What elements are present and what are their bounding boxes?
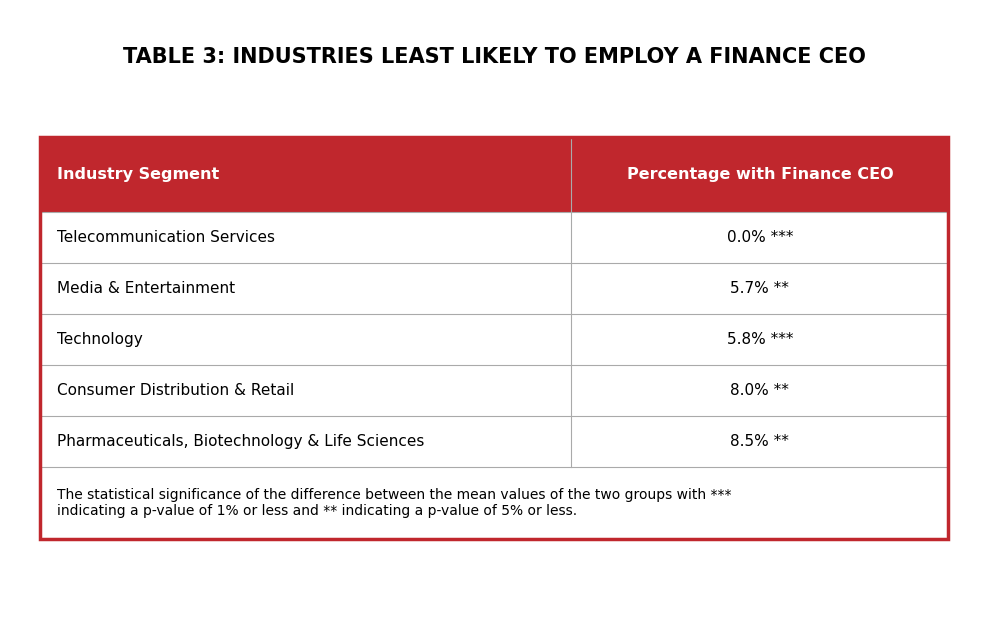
- Text: Industry Segment: Industry Segment: [57, 167, 219, 182]
- Text: Media & Entertainment: Media & Entertainment: [57, 281, 235, 296]
- Text: Technology: Technology: [57, 332, 143, 347]
- Text: The statistical significance of the difference between the mean values of the tw: The statistical significance of the diff…: [57, 488, 732, 518]
- Text: TABLE 3: INDUSTRIES LEAST LIKELY TO EMPLOY A FINANCE CEO: TABLE 3: INDUSTRIES LEAST LIKELY TO EMPL…: [123, 47, 865, 67]
- Text: 8.0% **: 8.0% **: [730, 383, 789, 398]
- Text: Pharmaceuticals, Biotechnology & Life Sciences: Pharmaceuticals, Biotechnology & Life Sc…: [57, 434, 425, 449]
- Text: 5.8% ***: 5.8% ***: [726, 332, 793, 347]
- Text: Percentage with Finance CEO: Percentage with Finance CEO: [626, 167, 893, 182]
- Text: 5.7% **: 5.7% **: [730, 281, 789, 296]
- Text: Consumer Distribution & Retail: Consumer Distribution & Retail: [57, 383, 294, 398]
- Text: 0.0% ***: 0.0% ***: [726, 230, 793, 245]
- Text: 8.5% **: 8.5% **: [730, 434, 789, 449]
- Text: Telecommunication Services: Telecommunication Services: [57, 230, 276, 245]
